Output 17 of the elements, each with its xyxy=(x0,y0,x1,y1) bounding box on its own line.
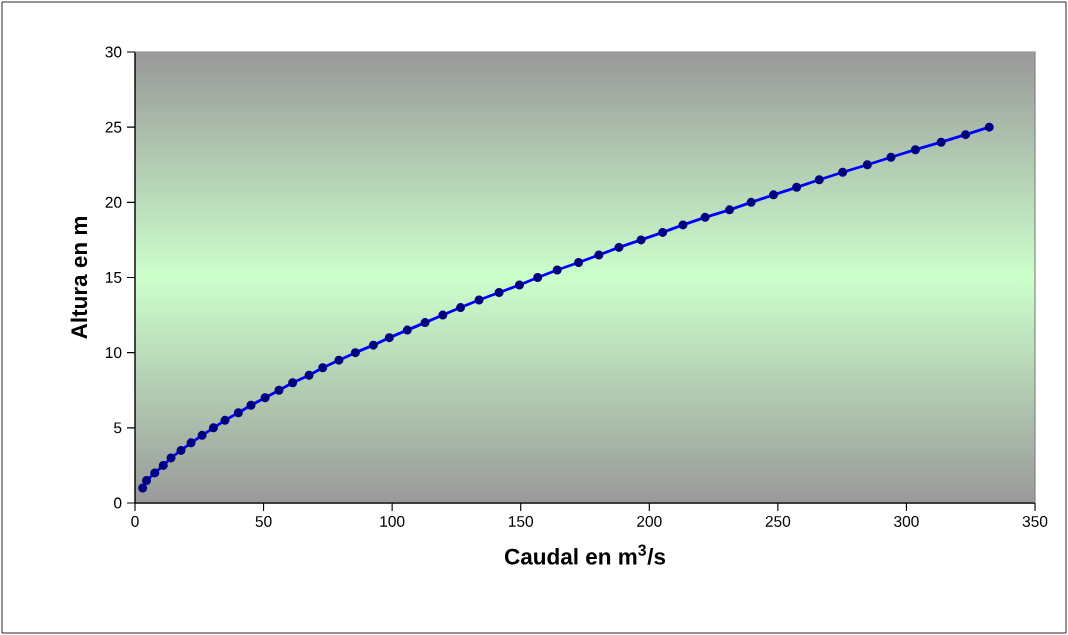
x-tick-label: 250 xyxy=(765,515,791,527)
x-tick-label: 300 xyxy=(894,515,919,527)
x-tick-label: 350 xyxy=(1022,515,1048,527)
y-tick-label: 30 xyxy=(105,46,122,58)
x-tick-label: 50 xyxy=(255,515,272,527)
y-tick-label: 0 xyxy=(114,497,122,509)
y-tick-label: 10 xyxy=(106,347,122,359)
x-tick-label: 100 xyxy=(380,515,405,527)
y-tick-label: 15 xyxy=(106,272,122,283)
x-tick-label: 0 xyxy=(131,515,139,527)
y-tick-label: 25 xyxy=(105,121,122,133)
y-axis-title: Altura en m xyxy=(70,217,88,339)
x-tick-label: 150 xyxy=(508,515,533,527)
y-tick-label: 5 xyxy=(114,422,122,434)
x-tick-label: 200 xyxy=(637,515,662,527)
x-axis-title: Caudal en m$^{3}$/s xyxy=(504,544,666,565)
y-tick-label: 20 xyxy=(105,196,122,208)
